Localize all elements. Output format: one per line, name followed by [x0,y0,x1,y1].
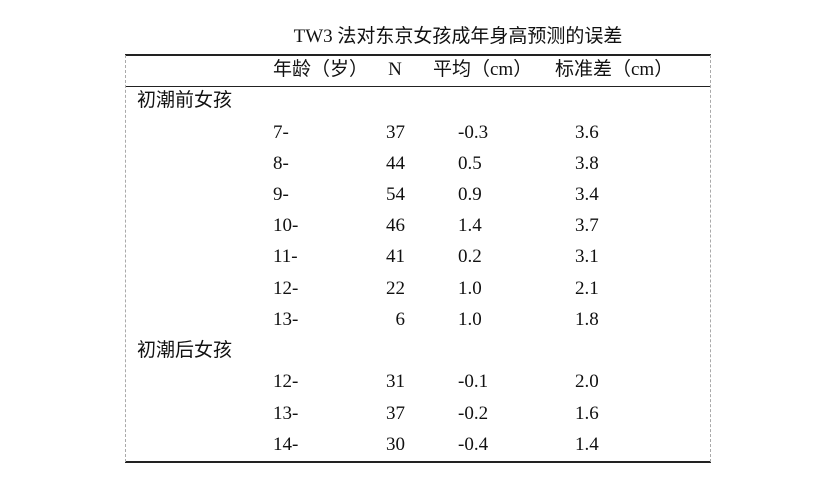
column-header: 标准差（cm） [555,59,674,80]
table-cell: 3.4 [575,183,599,205]
table-cell: -0.3 [458,121,489,143]
table-cell: 1.4 [458,215,482,237]
table-cell: 22 [386,277,405,299]
table-cell: -0.4 [458,433,489,455]
table-cell: 31 [386,371,405,393]
table-cell: 37 [386,121,405,143]
table-cell: 0.5 [458,152,482,174]
table-cell: 3.6 [575,121,599,143]
table-title: TW3 法对东京女孩成年身高预测的误差 [293,26,623,47]
table-cell: 1.4 [575,433,599,455]
table-cell: -0.2 [458,402,489,424]
right-border [710,55,711,462]
table-cell: 9- [273,183,289,205]
table-cell: -0.1 [458,371,489,393]
table-cell: 14- [273,433,299,455]
column-header: 年龄（岁） [273,59,369,80]
table-cell: 3.8 [575,152,599,174]
table-cell: 3.1 [575,246,599,268]
table-cell: 12- [273,277,299,299]
header-rule [125,86,711,87]
table-cell: 3.7 [575,215,599,237]
table-cell: 7- [273,121,289,143]
table-cell: 1.0 [458,277,482,299]
table-cell: 1.6 [575,402,599,424]
table-cell: 0.2 [458,246,482,268]
bottom-rule [125,461,711,463]
table-cell: 2.1 [575,277,599,299]
left-border [125,55,126,462]
table-cell: 6 [395,308,406,330]
table-cell: 46 [386,215,405,237]
table-cell: 54 [386,183,405,205]
table-cell: 44 [386,152,405,174]
group-label: 初潮后女孩 [137,339,233,361]
table-cell: 8- [273,152,289,174]
table-cell: 13- [273,402,299,424]
column-header: 平均（cm） [433,59,533,80]
column-header: N [388,59,402,80]
table-cell: 30 [386,433,405,455]
table-cell: 1.0 [458,308,482,330]
table-cell: 1.8 [575,308,599,330]
table-cell: 11- [273,246,298,268]
table-cell: 10- [273,215,299,237]
top-rule [125,54,711,56]
table-cell: 41 [386,246,405,268]
group-label: 初潮前女孩 [137,90,233,111]
table-cell: 37 [386,402,405,424]
table-cell: 12- [273,371,299,393]
table-cell: 0.9 [458,183,482,205]
table-cell: 13- [273,308,299,330]
table-cell: 2.0 [575,371,599,393]
